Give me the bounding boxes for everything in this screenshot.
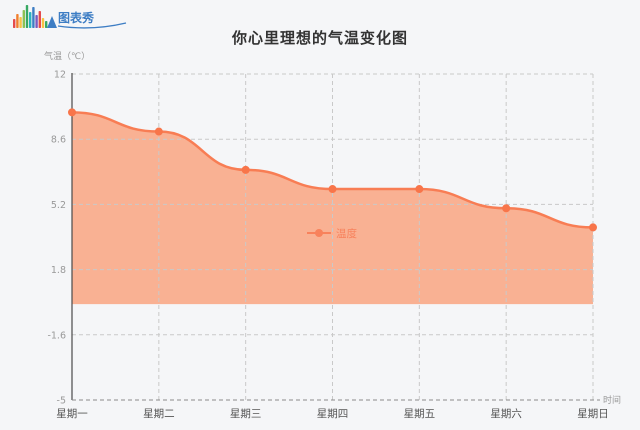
x-category-label: 星期五 xyxy=(404,408,436,420)
legend-label[interactable]: 温度 xyxy=(336,227,357,240)
logo-underline-swoosh xyxy=(57,22,127,29)
logo-bar xyxy=(25,5,29,28)
x-category-label: 星期一 xyxy=(56,408,88,420)
logo-bar xyxy=(29,12,32,28)
x-axis-name: 时间 xyxy=(603,394,621,406)
logo-bar xyxy=(19,17,22,28)
logo-bar xyxy=(16,14,19,28)
y-tick-label: -1.6 xyxy=(47,330,66,341)
y-axis-name: 气温（℃） xyxy=(44,50,90,62)
logo-peak-icon xyxy=(47,16,57,28)
logo-text: 图表秀 xyxy=(58,10,95,25)
data-point-星期五[interactable] xyxy=(415,185,424,194)
chart-title: 你心里理想的气温变化图 xyxy=(231,29,408,47)
data-point-星期六[interactable] xyxy=(502,204,511,213)
logo-bar xyxy=(13,19,16,28)
y-tick-label: 8.6 xyxy=(51,135,66,146)
y-tick-label: 1.8 xyxy=(51,265,66,276)
x-category-label: 星期日 xyxy=(577,408,609,420)
logo-bar xyxy=(38,11,41,28)
y-tick-label: -5 xyxy=(57,396,66,407)
y-tick-label: 12 xyxy=(54,70,66,81)
y-tick-label: 5.2 xyxy=(51,200,66,211)
logo-bar xyxy=(32,7,35,28)
logo-bar xyxy=(45,21,48,28)
data-point-星期二[interactable] xyxy=(154,127,163,136)
data-point-星期日[interactable] xyxy=(589,223,597,232)
x-category-label: 星期三 xyxy=(230,408,262,420)
logo-bar xyxy=(22,10,25,28)
logo[interactable]: 图表秀 xyxy=(12,3,130,33)
x-category-label: 星期二 xyxy=(143,408,175,420)
data-point-星期三[interactable] xyxy=(241,165,250,174)
logo-bar xyxy=(41,18,45,28)
logo-bars-icon xyxy=(13,5,57,28)
data-point-星期一[interactable] xyxy=(68,108,76,117)
legend-marker-dot[interactable] xyxy=(315,229,323,237)
logo-bar xyxy=(35,15,38,28)
x-category-label: 星期四 xyxy=(317,408,349,420)
data-point-星期四[interactable] xyxy=(328,185,337,194)
x-category-label: 星期六 xyxy=(490,408,522,420)
